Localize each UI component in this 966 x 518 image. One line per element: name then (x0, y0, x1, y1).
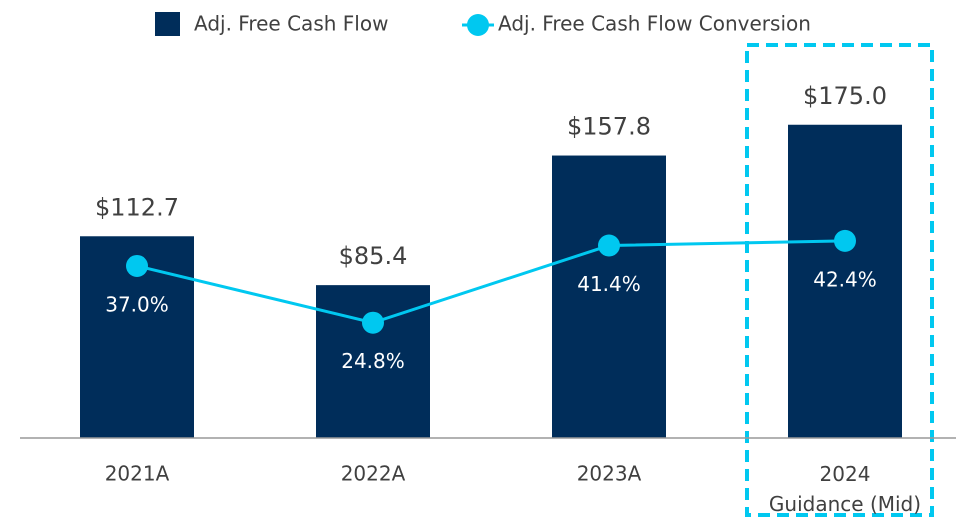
bar-value-label: $85.4 (339, 242, 408, 270)
legend-label: Adj. Free Cash Flow Conversion (498, 12, 811, 36)
line (136, 239, 846, 325)
x-tick-label: 2023A (577, 462, 642, 486)
line-marker (834, 229, 856, 252)
bar-value-label: $175.0 (803, 82, 887, 110)
bar-value-label: $112.7 (95, 193, 179, 221)
legend-swatch (155, 12, 180, 36)
bar-value-label: $157.8 (567, 113, 651, 141)
line-marker (126, 254, 148, 277)
bar (552, 155, 666, 438)
line-value-label: 37.0% (105, 292, 169, 316)
x-tick-label: 2024 Guidance (Mid) (769, 462, 921, 516)
legend-label: Adj. Free Cash Flow (194, 12, 388, 36)
line-marker (362, 311, 384, 334)
x-tick-label: 2021A (105, 462, 170, 486)
bar (788, 124, 902, 438)
line-marker (598, 234, 620, 257)
line-value-label: 41.4% (577, 272, 641, 296)
highlight-box (745, 43, 934, 517)
legend-marker (467, 14, 489, 36)
line-value-label: 24.8% (341, 349, 405, 373)
x-tick-label: 2022A (341, 462, 406, 486)
line-value-label: 42.4% (813, 267, 877, 291)
